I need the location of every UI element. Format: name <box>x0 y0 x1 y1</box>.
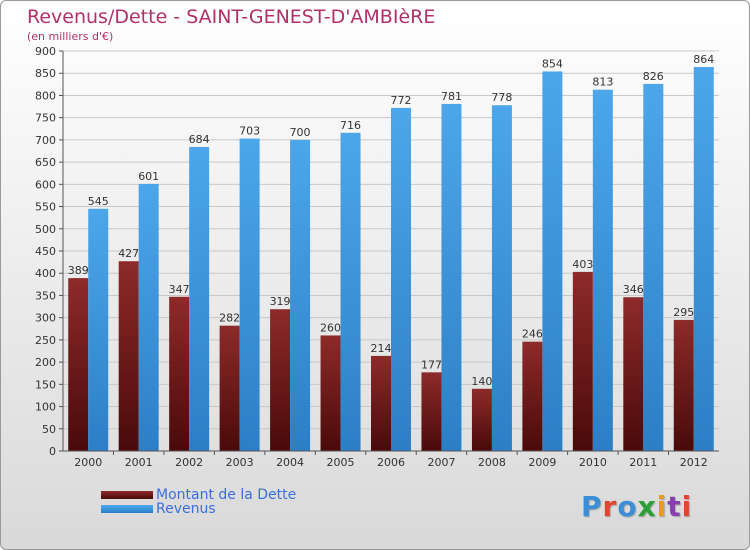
y-tick-label: 250 <box>35 334 56 347</box>
legend-swatch-revenue <box>101 505 153 513</box>
bar-debt <box>421 372 442 451</box>
legend-label-debt: Montant de la Dette <box>156 487 297 503</box>
y-tick-label: 500 <box>35 223 56 236</box>
data-label-debt: 246 <box>522 328 543 341</box>
y-tick-label: 700 <box>35 134 56 147</box>
x-tick-label: 2006 <box>377 456 405 469</box>
bar-debt <box>169 296 190 451</box>
chart-title: Revenus/Dette - SAINT-GENEST-D'AMBIèRE <box>27 6 436 28</box>
data-label-revenue: 772 <box>391 94 412 107</box>
x-tick-label: 2005 <box>327 456 355 469</box>
y-tick-label: 300 <box>35 312 56 325</box>
bar-debt <box>522 341 543 451</box>
legend-item-debt: Montant de la Dette <box>101 487 296 503</box>
bar-revenue <box>189 147 210 451</box>
y-tick-label: 100 <box>35 401 56 414</box>
data-label-debt: 319 <box>270 295 291 308</box>
data-label-debt: 140 <box>471 375 492 388</box>
data-label-debt: 427 <box>118 247 139 260</box>
x-tick-label: 2008 <box>478 456 506 469</box>
legend-item-revenue: Revenus <box>101 501 216 517</box>
bar-debt <box>673 319 694 451</box>
bar-debt <box>270 309 291 451</box>
legend-label-revenue: Revenus <box>156 501 216 517</box>
data-label-debt: 346 <box>623 283 644 296</box>
x-tick-label: 2011 <box>629 456 657 469</box>
data-label-revenue: 813 <box>592 76 613 89</box>
bar-debt <box>572 271 593 451</box>
bar-debt <box>371 355 391 451</box>
data-label-revenue: 854 <box>542 57 563 70</box>
data-label-revenue: 545 <box>88 195 109 208</box>
bar-debt <box>118 261 139 451</box>
bars <box>68 67 714 452</box>
y-tick-label: 750 <box>35 112 56 125</box>
bar-revenue <box>491 105 512 451</box>
x-tick-label: 2000 <box>74 456 102 469</box>
legend-swatch-debt <box>101 491 153 499</box>
data-label-revenue: 684 <box>189 133 210 146</box>
y-tick-label: 450 <box>35 245 56 258</box>
bar-revenue <box>542 71 563 451</box>
data-label-revenue: 703 <box>239 125 260 138</box>
data-label-revenue: 601 <box>138 170 159 183</box>
data-label-debt: 282 <box>219 312 240 325</box>
bar-revenue <box>693 67 714 451</box>
x-tick-label: 2007 <box>427 456 455 469</box>
y-tick-label: 0 <box>49 445 56 458</box>
y-tick-label: 150 <box>35 378 56 391</box>
x-tick-label: 2009 <box>528 456 556 469</box>
data-label-debt: 347 <box>169 283 190 296</box>
y-tick-label: 800 <box>35 89 56 102</box>
y-tick-label: 900 <box>35 45 56 58</box>
bar-revenue <box>441 103 462 451</box>
data-label-revenue: 864 <box>693 53 714 66</box>
data-label-debt: 403 <box>572 258 593 271</box>
proxiti-logo: Proxiti <box>581 490 693 523</box>
y-tick-label: 50 <box>42 423 56 436</box>
data-label-revenue: 778 <box>491 91 512 104</box>
bar-revenue <box>391 107 411 451</box>
bar-revenue <box>643 83 664 451</box>
x-tick-label: 2001 <box>125 456 153 469</box>
bar-revenue <box>88 208 109 451</box>
y-tick-label: 850 <box>35 67 56 80</box>
y-tick-label: 600 <box>35 178 56 191</box>
bar-debt <box>68 278 89 451</box>
y-tick-label: 650 <box>35 156 56 169</box>
data-label-debt: 177 <box>421 358 442 371</box>
x-tick-label: 2010 <box>579 456 607 469</box>
data-label-debt: 389 <box>68 264 89 277</box>
x-tick-label: 2012 <box>680 456 708 469</box>
data-label-debt: 260 <box>320 321 341 334</box>
bar-debt <box>320 335 341 451</box>
data-label-revenue: 716 <box>340 119 361 132</box>
x-tick-label: 2002 <box>175 456 203 469</box>
bar-revenue <box>592 89 613 452</box>
chart-subtitle: (en milliers d'€) <box>27 30 114 43</box>
bar-revenue <box>340 132 361 451</box>
y-axis-ticks: 0 50 100 150 200 250 300 350 400 450 500 550 600 650 7… <box>35 45 63 458</box>
bar-debt <box>219 325 240 451</box>
data-label-revenue: 781 <box>441 90 462 103</box>
data-label-debt: 214 <box>371 342 392 355</box>
y-tick-label: 350 <box>35 289 56 302</box>
data-label-revenue: 826 <box>643 70 664 83</box>
x-axis-ticks: 2000 2001 2002 2003 2004 2005 2006 2007 2008 2009… <box>74 451 708 469</box>
x-tick-label: 2003 <box>226 456 254 469</box>
bar-revenue <box>138 183 159 451</box>
data-label-debt: 295 <box>673 306 694 319</box>
bar-debt <box>471 388 492 451</box>
data-label-revenue: 700 <box>290 126 311 139</box>
bar-revenue <box>290 139 311 451</box>
x-tick-label: 2004 <box>276 456 304 469</box>
bar-revenue <box>239 138 260 452</box>
data-labels: 389 545 427 601 347 684 282 703 319 700 260 716 214 7… <box>68 53 715 388</box>
y-tick-label: 550 <box>35 201 56 214</box>
y-tick-label: 200 <box>35 356 56 369</box>
bar-debt <box>623 297 644 451</box>
y-tick-label: 400 <box>35 267 56 280</box>
